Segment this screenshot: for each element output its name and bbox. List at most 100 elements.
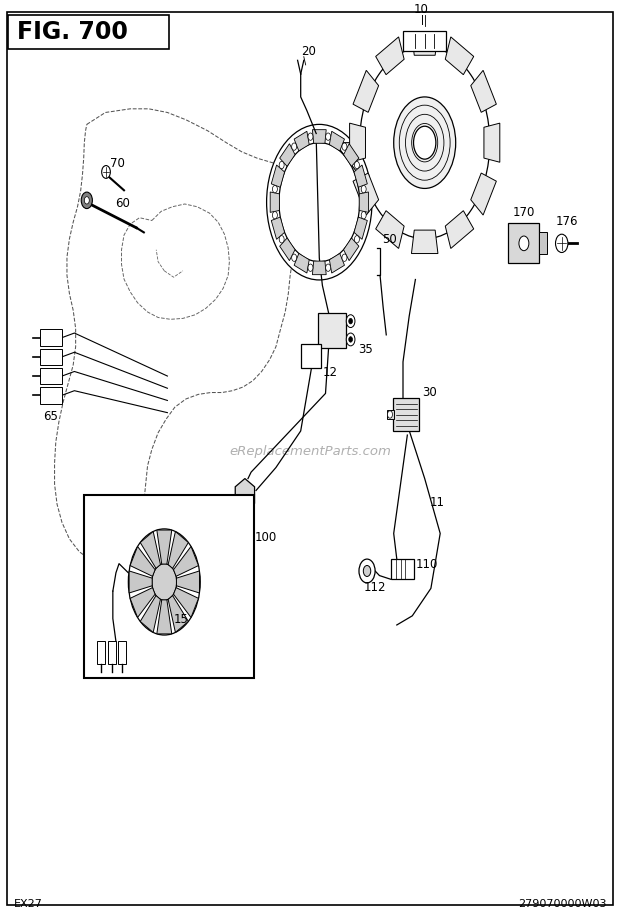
Polygon shape <box>280 238 295 261</box>
Bar <box>40 330 62 346</box>
Polygon shape <box>354 217 367 239</box>
Polygon shape <box>471 71 497 113</box>
Circle shape <box>308 133 313 140</box>
Polygon shape <box>129 571 152 593</box>
Circle shape <box>519 236 529 251</box>
Circle shape <box>272 185 277 192</box>
Circle shape <box>342 254 347 261</box>
Bar <box>108 641 116 664</box>
Polygon shape <box>130 547 155 576</box>
Circle shape <box>348 319 352 324</box>
Bar <box>118 641 126 664</box>
Polygon shape <box>343 144 359 167</box>
Polygon shape <box>376 211 404 248</box>
Circle shape <box>363 565 371 576</box>
Polygon shape <box>280 144 295 167</box>
Circle shape <box>360 47 490 239</box>
Text: 176: 176 <box>556 215 578 228</box>
Text: 30: 30 <box>422 387 437 399</box>
Bar <box>387 410 394 419</box>
Polygon shape <box>235 478 255 511</box>
Circle shape <box>326 133 330 140</box>
Circle shape <box>279 161 284 169</box>
Text: 112: 112 <box>364 581 386 594</box>
Circle shape <box>308 264 313 271</box>
Text: 20: 20 <box>301 45 316 58</box>
Circle shape <box>347 315 355 328</box>
Text: 50: 50 <box>382 234 397 246</box>
Text: 15: 15 <box>174 613 188 627</box>
Text: 35: 35 <box>358 344 373 356</box>
Bar <box>393 398 419 431</box>
Polygon shape <box>272 165 285 187</box>
Bar <box>97 641 105 664</box>
Polygon shape <box>484 123 500 162</box>
Text: 70: 70 <box>110 158 125 170</box>
Circle shape <box>81 192 92 209</box>
Polygon shape <box>359 192 368 213</box>
Bar <box>539 233 547 255</box>
Text: 65: 65 <box>43 410 58 423</box>
Circle shape <box>342 143 347 150</box>
Polygon shape <box>157 600 172 634</box>
Polygon shape <box>376 37 404 75</box>
Bar <box>40 387 62 404</box>
Polygon shape <box>350 123 365 162</box>
Polygon shape <box>272 217 285 239</box>
Bar <box>508 224 539 264</box>
Polygon shape <box>294 254 309 273</box>
Bar <box>403 31 446 51</box>
Bar <box>241 508 249 525</box>
Polygon shape <box>329 254 345 273</box>
Polygon shape <box>130 588 155 617</box>
Text: 11: 11 <box>430 496 445 509</box>
Circle shape <box>272 212 277 219</box>
Text: FIG. 700: FIG. 700 <box>17 20 128 44</box>
Circle shape <box>84 197 89 204</box>
Polygon shape <box>140 531 161 568</box>
Bar <box>391 559 414 579</box>
Circle shape <box>347 333 355 346</box>
Circle shape <box>355 161 360 169</box>
Polygon shape <box>270 192 280 213</box>
Bar <box>84 495 254 678</box>
Circle shape <box>355 235 360 243</box>
Polygon shape <box>294 131 309 151</box>
Polygon shape <box>168 531 188 568</box>
Polygon shape <box>412 230 438 254</box>
Circle shape <box>388 411 392 418</box>
Bar <box>301 344 321 368</box>
Polygon shape <box>445 37 474 75</box>
Polygon shape <box>354 165 367 187</box>
Text: 10: 10 <box>414 3 429 16</box>
Circle shape <box>152 563 177 600</box>
Text: 12: 12 <box>322 366 337 379</box>
Text: eReplacementParts.com: eReplacementParts.com <box>229 444 391 458</box>
Polygon shape <box>412 32 438 55</box>
Polygon shape <box>157 530 172 564</box>
Polygon shape <box>445 211 474 248</box>
Polygon shape <box>353 173 379 215</box>
Polygon shape <box>312 261 326 275</box>
Text: 279070000W03: 279070000W03 <box>518 899 606 909</box>
Circle shape <box>359 559 375 583</box>
Bar <box>318 313 346 348</box>
Polygon shape <box>177 571 200 593</box>
Text: EX27: EX27 <box>14 899 43 909</box>
Circle shape <box>102 166 110 179</box>
Circle shape <box>348 337 352 343</box>
Polygon shape <box>140 595 161 632</box>
Polygon shape <box>312 130 326 143</box>
Circle shape <box>394 97 456 189</box>
Circle shape <box>361 185 366 192</box>
Text: 60: 60 <box>115 197 130 210</box>
Polygon shape <box>174 588 198 617</box>
Polygon shape <box>353 71 379 113</box>
Text: 110: 110 <box>416 558 438 572</box>
Polygon shape <box>343 238 359 261</box>
Bar <box>40 349 62 365</box>
Polygon shape <box>471 173 497 215</box>
Bar <box>40 368 62 385</box>
Circle shape <box>414 126 436 159</box>
Circle shape <box>291 254 296 261</box>
